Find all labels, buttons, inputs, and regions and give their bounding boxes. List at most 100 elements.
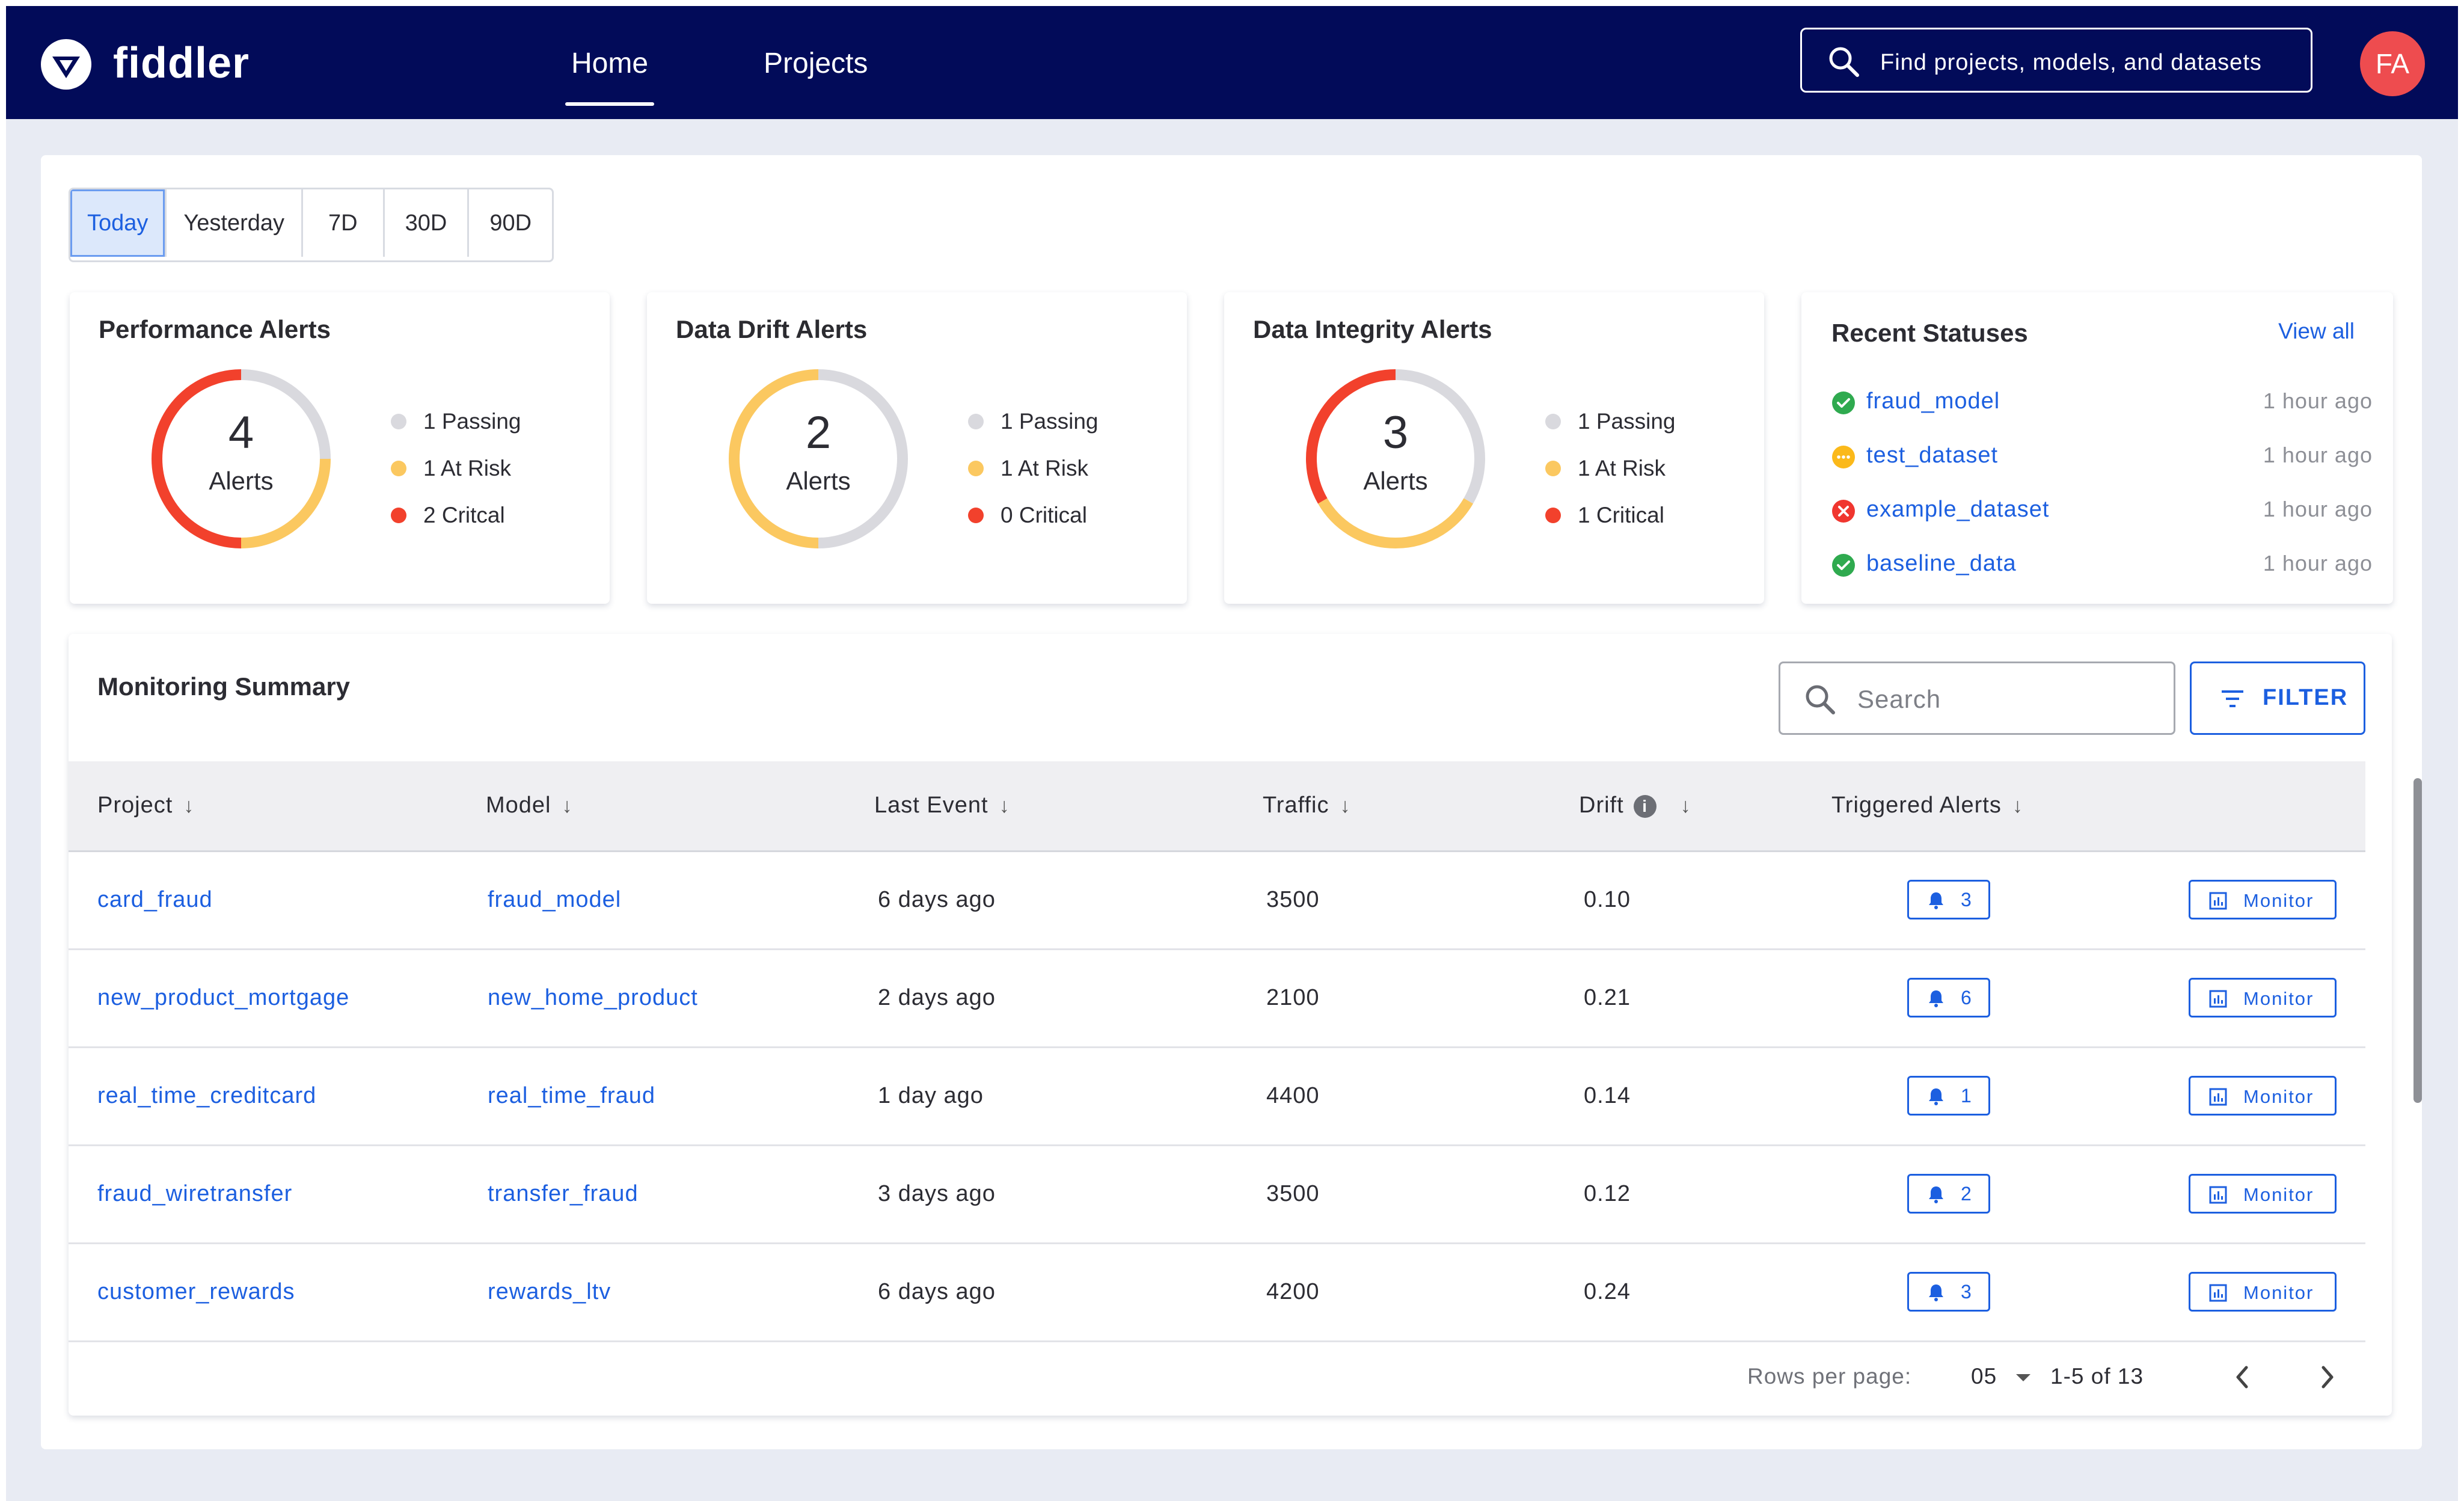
model-link[interactable]: new_home_product: [488, 985, 698, 1010]
donut-segment-passing: [818, 369, 908, 548]
sort-arrow-icon: ↓: [999, 794, 1010, 817]
legend-passing: 1 Passing: [1545, 398, 1676, 445]
legend-at-risk: 1 At Risk: [968, 445, 1099, 492]
user-avatar[interactable]: FA: [2360, 31, 2425, 96]
sort-arrow-icon: ↓: [183, 794, 195, 817]
passing-dot-icon: [391, 414, 406, 429]
brand-name[interactable]: fiddler: [113, 39, 250, 87]
view-all-link[interactable]: View all: [2278, 319, 2355, 343]
drift-cell: 0.10: [1584, 887, 1631, 912]
filter-label: FILTER: [2263, 685, 2349, 710]
status-item-link[interactable]: example_dataset: [1866, 497, 2050, 522]
column-header-model[interactable]: Model ↓: [486, 793, 573, 818]
monitor-button[interactable]: Monitor: [2189, 978, 2337, 1018]
status-item-link[interactable]: baseline_data: [1866, 551, 2017, 576]
filter-icon: [2222, 690, 2243, 707]
traffic-cell: 4400: [1266, 1083, 1320, 1108]
pending-dots-icon: [1832, 446, 1855, 468]
legend-at-risk: 1 At Risk: [1545, 445, 1676, 492]
sort-arrow-icon: ↓: [1340, 794, 1351, 817]
triggered-alerts-button[interactable]: 3: [1907, 880, 1990, 919]
project-link[interactable]: fraud_wiretransfer: [97, 1181, 293, 1206]
tab-home[interactable]: Home: [565, 45, 655, 106]
at-risk-dot-icon: [391, 461, 406, 476]
table-search-input[interactable]: Search: [1779, 661, 2175, 735]
alerts-total-label: Alerts: [209, 467, 274, 495]
triggered-alerts-button[interactable]: 6: [1907, 978, 1990, 1018]
triggered-alerts-button[interactable]: 3: [1907, 1272, 1990, 1312]
critical-dot-icon: [391, 508, 406, 523]
column-header-project[interactable]: Project ↓: [97, 793, 195, 818]
triggered-alerts-button[interactable]: 1: [1907, 1076, 1990, 1116]
monitoring-summary-card: Monitoring Summary Search FILTER Project…: [69, 634, 2422, 1416]
monitor-button[interactable]: Monitor: [2189, 1272, 2337, 1312]
model-link[interactable]: rewards_ltv: [488, 1279, 611, 1304]
status-row: test_dataset 1 hour ago: [1831, 438, 2373, 474]
alerts-donut-chart: [729, 369, 908, 548]
range-7d-button[interactable]: 7D: [303, 189, 385, 257]
column-header-last-event[interactable]: Last Event ↓: [874, 793, 1010, 818]
search-icon: [1829, 47, 1859, 77]
status-row: example_dataset 1 hour ago: [1831, 492, 2373, 528]
previous-page-icon[interactable]: [2230, 1363, 2256, 1392]
monitor-button[interactable]: Monitor: [2189, 1174, 2337, 1214]
donut-segment-critical: [152, 369, 242, 548]
table-row: real_time_creditcard real_time_fraud 1 d…: [69, 1048, 2365, 1146]
monitor-button[interactable]: Monitor: [2189, 1076, 2337, 1116]
last-event-cell: 6 days ago: [878, 1279, 996, 1304]
project-link[interactable]: card_fraud: [97, 887, 213, 912]
sort-arrow-icon: ↓: [2012, 794, 2023, 817]
column-header-traffic[interactable]: Traffic ↓: [1263, 793, 1351, 818]
traffic-cell: 3500: [1266, 887, 1320, 912]
global-search-input[interactable]: Find projects, models, and datasets: [1800, 28, 2312, 93]
range-90d-button[interactable]: 90D: [489, 210, 532, 236]
model-link[interactable]: real_time_fraud: [488, 1083, 656, 1108]
tab-projects[interactable]: Projects: [764, 48, 868, 79]
passing-dot-icon: [1545, 414, 1561, 429]
recent-statuses-title: Recent Statuses: [1831, 319, 2028, 347]
donut-segment-at-risk: [729, 369, 819, 548]
project-link[interactable]: customer_rewards: [97, 1279, 295, 1304]
rows-per-page-select[interactable]: 05: [1971, 1364, 2032, 1389]
pagination-range: 1-5 of 13: [2050, 1364, 2144, 1389]
recent-statuses-card: Recent Statuses View all fraud_model 1 h…: [1801, 292, 2393, 604]
project-link[interactable]: new_product_mortgage: [97, 985, 350, 1010]
legend-critical: 2 Critcal: [391, 492, 521, 539]
column-header-triggered-alerts[interactable]: Triggered Alerts ↓: [1831, 793, 2023, 818]
project-link[interactable]: real_time_creditcard: [97, 1083, 317, 1108]
column-header-drift[interactable]: Drift i ↓: [1579, 793, 1691, 818]
table-scrollbar[interactable]: [2413, 778, 2422, 1103]
drift-cell: 0.21: [1584, 985, 1631, 1010]
data-integrity-alerts-card: Data Integrity Alerts 3 Alerts 1 Passing…: [1224, 292, 1764, 604]
monitoring-summary-title: Monitoring Summary: [97, 672, 351, 701]
monitor-button[interactable]: Monitor: [2189, 880, 2337, 919]
legend-critical: 0 Critical: [968, 492, 1099, 539]
range-30d-button[interactable]: 30D: [385, 189, 470, 257]
error-x-icon: [1832, 500, 1855, 523]
success-check-icon: [1832, 554, 1855, 577]
global-search-placeholder: Find projects, models, and datasets: [1880, 50, 2262, 75]
next-page-icon[interactable]: [2314, 1363, 2340, 1392]
donut-segment-critical: [1306, 369, 1396, 504]
triggered-alerts-button[interactable]: 2: [1907, 1174, 1990, 1214]
table-row: customer_rewards rewards_ltv 6 days ago …: [69, 1244, 2365, 1342]
chart-icon: [2209, 1186, 2227, 1204]
status-row: baseline_data 1 hour ago: [1831, 546, 2373, 582]
info-icon[interactable]: i: [1633, 794, 1656, 818]
model-link[interactable]: transfer_fraud: [488, 1181, 639, 1206]
filter-button[interactable]: FILTER: [2190, 661, 2365, 735]
range-yesterday-button[interactable]: Yesterday: [167, 189, 304, 257]
range-today-button[interactable]: Today: [70, 189, 167, 257]
alert-count: 3: [1961, 1281, 1972, 1303]
legend-passing: 1 Passing: [391, 398, 521, 445]
drift-cell: 0.12: [1584, 1181, 1631, 1206]
status-item-link[interactable]: fraud_model: [1866, 388, 2000, 414]
bell-icon: [1929, 1285, 1943, 1301]
bell-icon: [1929, 892, 1943, 909]
status-row: fraud_model 1 hour ago: [1831, 384, 2373, 420]
model-link[interactable]: fraud_model: [488, 887, 622, 912]
dropdown-caret-icon: [2016, 1374, 2031, 1382]
alert-count: 2: [1961, 1183, 1972, 1205]
drift-cell: 0.14: [1584, 1083, 1631, 1108]
status-item-link[interactable]: test_dataset: [1866, 443, 1999, 468]
